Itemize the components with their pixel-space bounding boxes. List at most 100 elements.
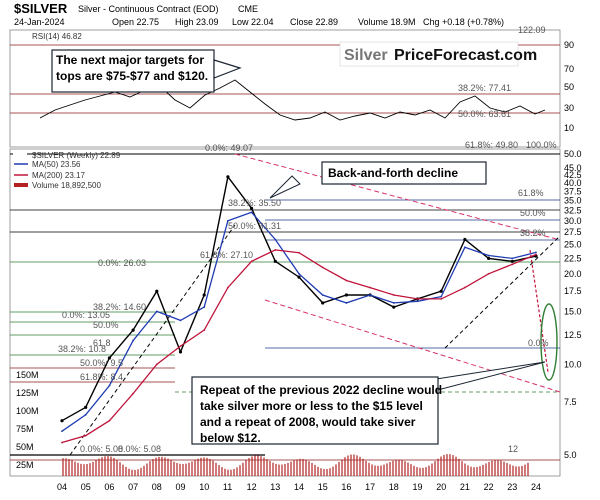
volume-bar bbox=[92, 461, 94, 476]
volume-bar bbox=[167, 458, 169, 476]
volume-bar bbox=[86, 464, 88, 476]
fib-label-r382: 38.2% bbox=[520, 228, 546, 238]
volume-bar bbox=[95, 460, 97, 476]
volume-bar bbox=[332, 466, 334, 476]
series-point bbox=[463, 237, 467, 242]
volume-bar bbox=[233, 468, 235, 476]
series-point bbox=[392, 305, 396, 309]
volume-bar bbox=[215, 462, 217, 476]
volume-bar bbox=[296, 459, 298, 476]
volume-bar bbox=[440, 456, 442, 476]
series-point bbox=[511, 263, 514, 266]
volume-bar bbox=[494, 460, 496, 476]
volume-bar bbox=[497, 460, 499, 476]
series-point bbox=[345, 279, 348, 282]
volume-bar bbox=[305, 459, 307, 476]
date-label: 24-Jan-2024 bbox=[14, 17, 65, 27]
series-layer bbox=[60, 175, 538, 444]
volume-bar bbox=[503, 461, 505, 476]
volume-bar bbox=[413, 465, 415, 476]
volume-bar bbox=[278, 464, 280, 476]
volume-bar bbox=[437, 458, 439, 476]
volume-bar bbox=[431, 463, 433, 476]
volume-bar bbox=[254, 455, 256, 476]
series-point bbox=[274, 238, 277, 241]
series-point bbox=[392, 302, 395, 304]
annotation-repeat-line-4: below $12. bbox=[200, 431, 261, 445]
series-point bbox=[131, 328, 135, 332]
volume-bar bbox=[125, 466, 127, 476]
volume-bar bbox=[101, 457, 103, 476]
rsi-fib-382: 38.2%: 77.41 bbox=[458, 83, 511, 93]
series-point bbox=[487, 254, 490, 257]
volume-bar bbox=[164, 457, 166, 476]
fib-label-e000: 0.0%: 5.08 bbox=[80, 444, 123, 454]
annotation-targets-text: The next major targets for tops are $75-… bbox=[56, 53, 209, 83]
annotation-decline-text: Back-and-forth decline bbox=[328, 166, 458, 180]
volume-bar bbox=[74, 461, 76, 476]
x-tick-label: 19 bbox=[413, 482, 423, 492]
series-point bbox=[250, 206, 254, 210]
annotation-repeat-line-2: take silver more or less to the $15 leve… bbox=[200, 399, 423, 413]
series-point bbox=[84, 405, 88, 409]
series-point bbox=[226, 175, 230, 179]
series-point bbox=[250, 211, 253, 214]
volume-bar bbox=[158, 456, 160, 476]
series-point bbox=[297, 275, 301, 279]
volume-bar bbox=[245, 460, 247, 476]
volume-bar bbox=[311, 462, 313, 476]
volume-bar bbox=[188, 462, 190, 476]
fib-label-a618: 61.8%: 27.10 bbox=[200, 250, 253, 260]
series-point bbox=[108, 384, 111, 387]
volume-bar bbox=[485, 463, 487, 476]
volume-axis: 150M 125M 100M 75M 50M 25M bbox=[16, 370, 39, 470]
volume-bar bbox=[89, 463, 91, 476]
price-legend: $SILVER (Weekly) 22.89 MA(50) 23.56 MA(2… bbox=[13, 151, 121, 190]
annotation-repeat-line-3: and a repeat of 2008, would take siver bbox=[200, 415, 416, 429]
annotation-targets: The next major targets for tops are $75-… bbox=[51, 49, 242, 93]
volume-bar bbox=[260, 456, 262, 476]
fib-label-e000b: 0.0%: 5.08 bbox=[118, 444, 161, 454]
change-value: Chg +0.18 (+0.78%) bbox=[423, 17, 504, 27]
volume-bar bbox=[200, 457, 202, 476]
fib-label-a382: 38.2%: 35.50 bbox=[228, 198, 281, 208]
volume-bar bbox=[71, 460, 73, 476]
x-tick-label: 12 bbox=[247, 482, 257, 492]
rsi-tick-30: 30 bbox=[564, 103, 574, 113]
series-point bbox=[179, 319, 182, 322]
volume-bar bbox=[425, 467, 427, 476]
series-point bbox=[535, 251, 537, 254]
x-tick-label: 07 bbox=[128, 482, 138, 492]
fib-label-c000: 0.0%: 13.05 bbox=[62, 310, 110, 320]
fib-label-r618: 61.8% bbox=[518, 188, 544, 198]
x-tick-label: 11 bbox=[223, 482, 232, 492]
price-tick-label: 5.0 bbox=[564, 450, 577, 460]
trend-lower-pink bbox=[264, 299, 561, 393]
price-tick-label: 12.5 bbox=[564, 330, 582, 340]
rsi-tick-50: 50 bbox=[564, 82, 574, 92]
volume-bar bbox=[266, 459, 268, 476]
series-point bbox=[84, 413, 87, 416]
volume-bar bbox=[347, 455, 349, 476]
series-point bbox=[108, 419, 111, 422]
volume-bar bbox=[146, 463, 148, 476]
rsi-tick-70: 70 bbox=[564, 64, 574, 74]
volume-bar bbox=[182, 464, 184, 476]
volume-bar bbox=[341, 459, 343, 476]
volume-bar bbox=[80, 463, 82, 476]
annotation-decline: Back-and-forth decline bbox=[269, 161, 487, 199]
volume-bar bbox=[368, 462, 370, 476]
open-value: Open 22.75 bbox=[112, 17, 159, 27]
series-point bbox=[273, 259, 277, 263]
volume-bar bbox=[392, 460, 394, 476]
price-tick-label: 50.0 bbox=[564, 149, 582, 159]
fib-label-a500: 50.0%: 31.31 bbox=[228, 221, 281, 231]
series-point bbox=[464, 246, 466, 249]
x-tick-label: 24 bbox=[531, 482, 541, 492]
volume-bar bbox=[491, 460, 493, 476]
volume-bar bbox=[284, 463, 286, 476]
volume-bar bbox=[209, 458, 211, 476]
volume-bar bbox=[527, 462, 529, 476]
volume-bar bbox=[455, 456, 457, 476]
volume-bar bbox=[410, 464, 412, 476]
